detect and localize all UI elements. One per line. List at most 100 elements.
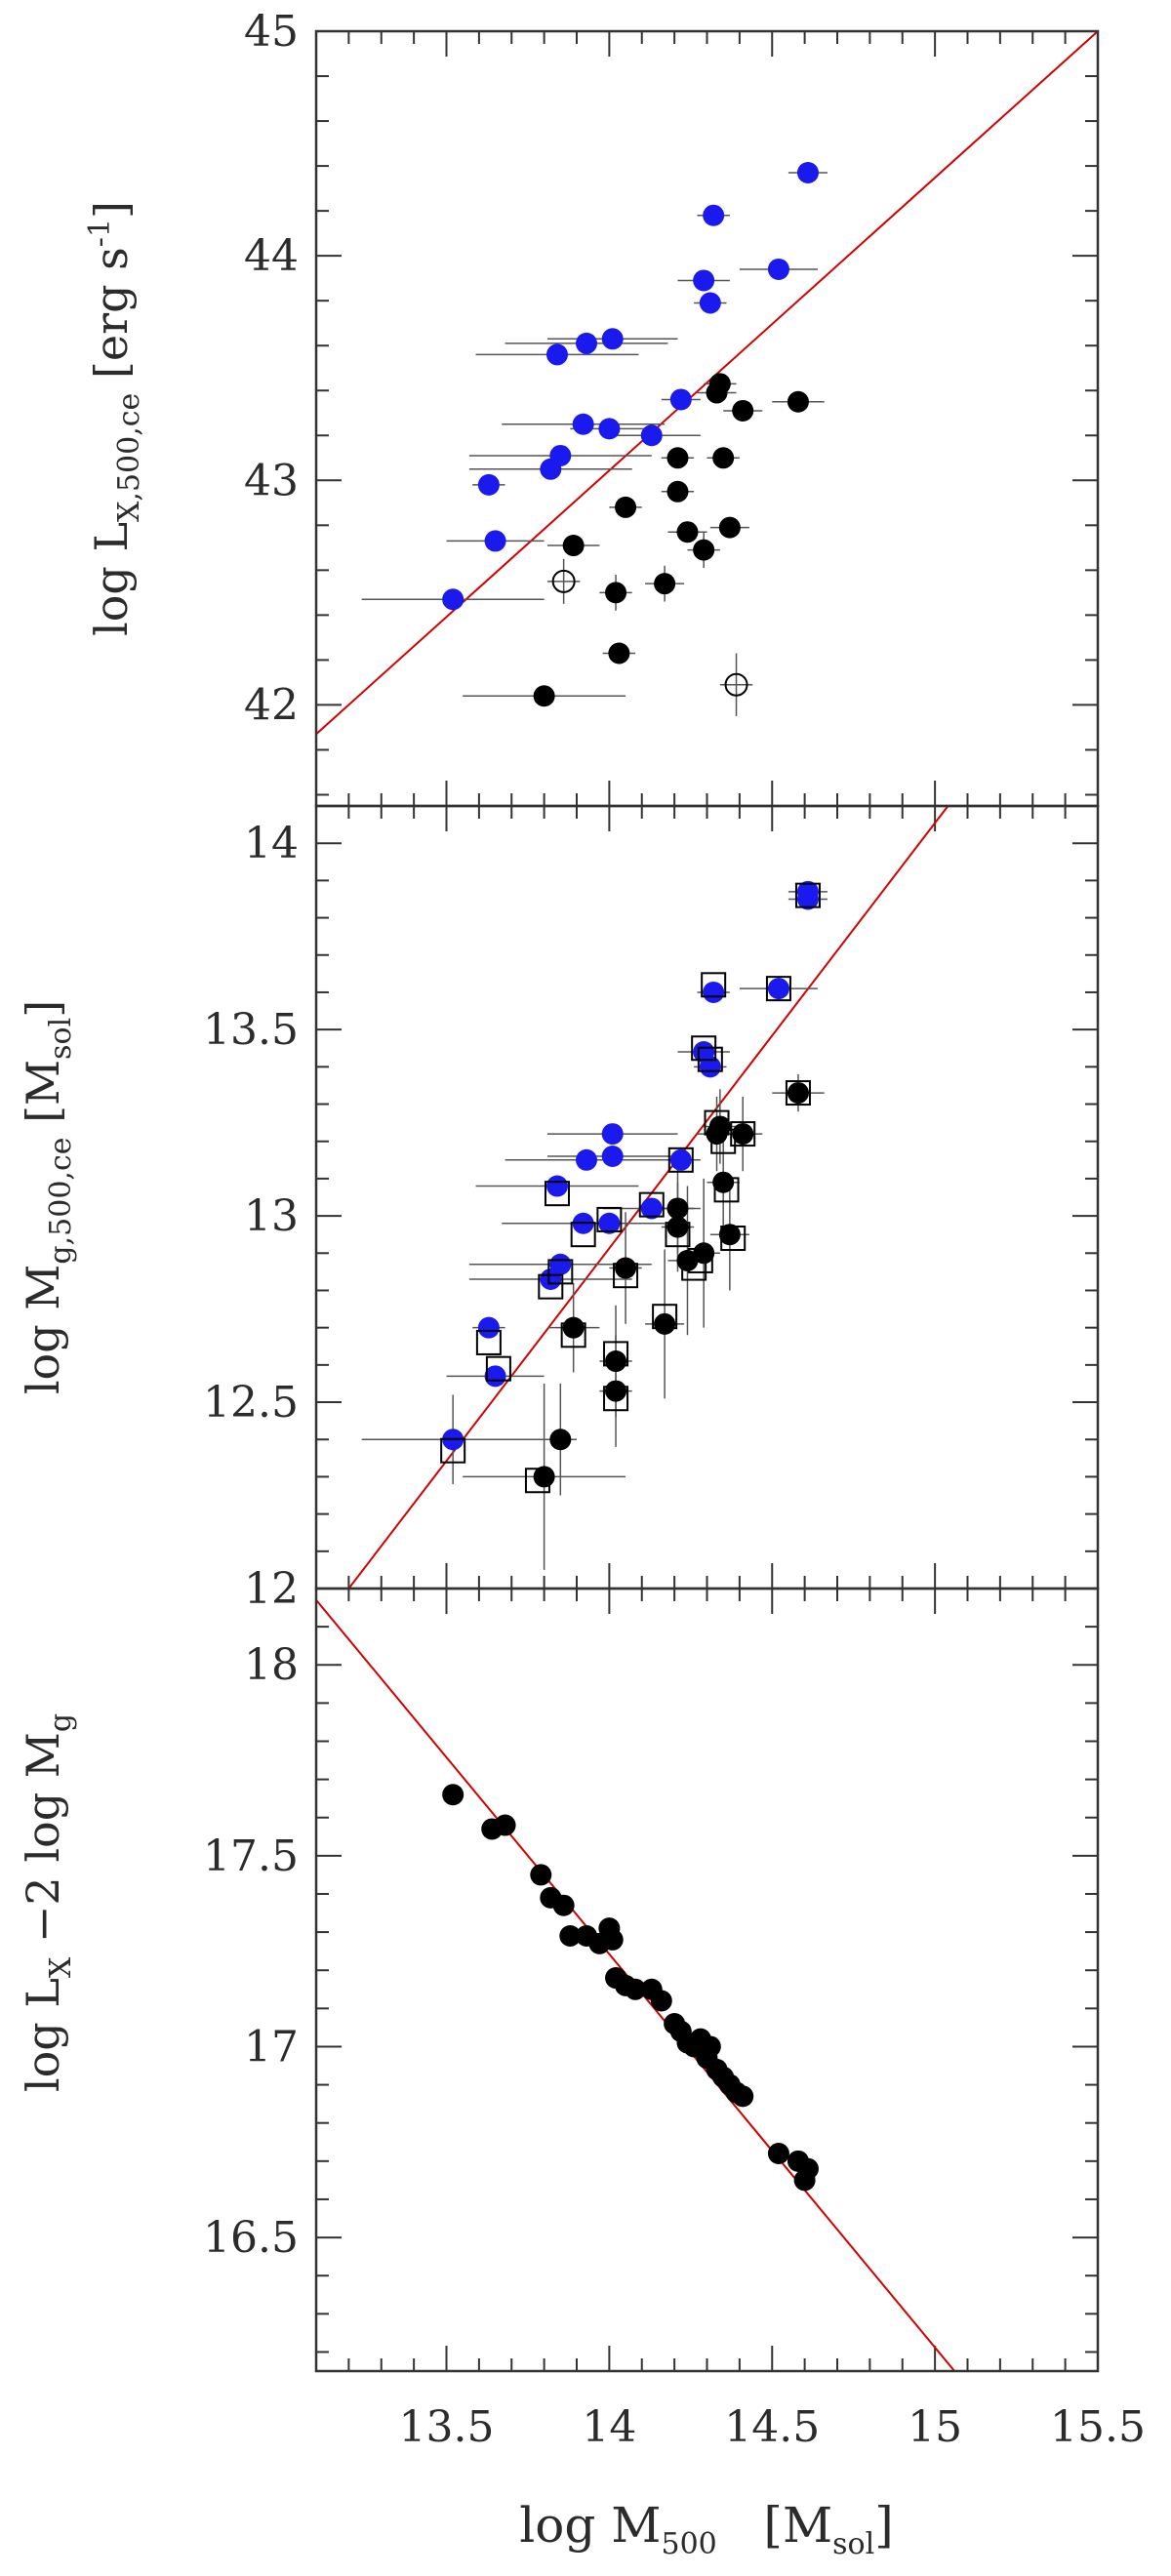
- middle-data-point: [601, 1145, 624, 1167]
- middle-data-point: [708, 1115, 731, 1138]
- top-y-tick-label: 45: [244, 7, 299, 57]
- middle-data-point-square: [687, 1247, 713, 1273]
- top-data-point: [615, 496, 637, 518]
- top-data-point-open: [724, 672, 748, 697]
- middle-data-point-square: [667, 1147, 694, 1173]
- middle-data-point-square: [794, 882, 821, 908]
- bottom-data-point: [650, 1990, 672, 2012]
- middle-data-point: [718, 1224, 741, 1246]
- middle-panel-frame: [314, 804, 1100, 1590]
- middle-data-point-square: [603, 1386, 629, 1412]
- top-data-point: [442, 588, 464, 611]
- bottom-y-tick-label: 17: [244, 2022, 299, 2072]
- x-tick-label: 13.5: [399, 2402, 495, 2452]
- top-fit-line: [316, 31, 1098, 736]
- middle-y-tick-label: 12: [244, 1564, 299, 1614]
- bottom-y-tick-label: 17.5: [203, 1831, 299, 1881]
- middle-data-point-square: [596, 1206, 623, 1232]
- x-axis-label: log M500 [Msol]: [519, 2497, 893, 2561]
- middle-data-point-square: [681, 1255, 707, 1281]
- bottom-panel-frame: [314, 1587, 1100, 2373]
- bottom-data-point: [530, 1864, 552, 1886]
- x-tick-label: 14: [582, 2402, 636, 2452]
- top-data-point: [699, 292, 721, 314]
- middle-data-point: [605, 1350, 627, 1373]
- middle-y-axis-label: log Mg,500,ce [Msol]: [17, 1000, 78, 1394]
- middle-data-point: [666, 1216, 689, 1238]
- middle-data-point: [601, 1123, 624, 1146]
- top-y-tick-label: 44: [244, 231, 299, 281]
- middle-data-point-square: [701, 972, 727, 998]
- middle-data-point-square: [613, 1263, 639, 1289]
- middle-y-tick-label: 13.5: [203, 1005, 299, 1055]
- top-data-point: [796, 161, 819, 183]
- top-data-point: [576, 332, 598, 354]
- bottom-y-tick-label: 18: [244, 1640, 299, 1690]
- top-data-point: [549, 444, 572, 466]
- middle-fit-line: [347, 806, 949, 1589]
- top-data-point: [605, 582, 627, 604]
- bottom-data-point: [442, 1784, 464, 1806]
- top-data-point: [572, 413, 594, 435]
- top-data-point: [732, 399, 754, 422]
- middle-data-point-square: [765, 976, 791, 1002]
- middle-data-point: [767, 978, 789, 1000]
- middle-data-point-square: [538, 1273, 564, 1300]
- top-data-point: [703, 204, 725, 226]
- top-data-point-open: [551, 569, 576, 593]
- top-data-point: [767, 258, 789, 280]
- bottom-data-point: [699, 2035, 721, 2058]
- top-data-point: [666, 447, 689, 469]
- bottom-data-point: [625, 1978, 647, 2000]
- x-tick-label: 15: [908, 2402, 962, 2452]
- top-data-point: [669, 388, 692, 411]
- top-data-point: [640, 424, 663, 447]
- middle-data-point-square: [475, 1329, 502, 1355]
- top-data-point: [533, 685, 555, 707]
- top-data-point: [693, 269, 715, 292]
- middle-data-point: [545, 1175, 568, 1197]
- bottom-data-point: [796, 2157, 819, 2180]
- middle-data-point: [693, 1242, 715, 1265]
- middle-data-point: [732, 1123, 754, 1146]
- middle-data-point-square: [730, 1121, 756, 1147]
- top-data-point: [712, 447, 735, 469]
- top-data-point: [484, 530, 506, 552]
- plot-layer: 42 43 44 45 12 12.5 13 13.5 14 16.5 17 17.5 18 13.5 14…: [203, 7, 1146, 2452]
- middle-y-tick-label: 12.5: [203, 1378, 299, 1428]
- middle-data-point: [699, 1056, 721, 1078]
- top-data-point: [562, 535, 585, 557]
- middle-data-point: [598, 1212, 621, 1234]
- top-data-point: [666, 480, 689, 503]
- top-data-point: [545, 343, 568, 366]
- middle-data-point: [787, 1082, 809, 1105]
- middle-data-point-square: [638, 1191, 665, 1218]
- bottom-data-point: [494, 1814, 516, 1836]
- middle-data-point-square: [665, 1222, 691, 1248]
- middle-data-point-square: [710, 1128, 737, 1154]
- middle-data-point: [484, 1365, 506, 1388]
- bottom-data-point: [559, 1925, 582, 1948]
- bottom-data-point: [601, 1928, 624, 1951]
- middle-y-tick-label: 13: [244, 1191, 299, 1241]
- middle-data-point: [549, 1429, 572, 1451]
- bottom-y-tick-label: 16.5: [203, 2213, 299, 2263]
- middle-data-point-square: [560, 1322, 586, 1348]
- bottom-data-point: [552, 1894, 575, 1916]
- middle-data-point-square: [785, 1080, 811, 1107]
- middle-data-point-square: [697, 1046, 723, 1072]
- middle-data-point-square: [570, 1222, 596, 1248]
- middle-data-point-square: [544, 1181, 570, 1207]
- top-data-point: [718, 516, 741, 539]
- middle-data-point: [654, 1312, 676, 1335]
- top-y-tick-label: 43: [244, 456, 299, 505]
- middle-data-point: [549, 1253, 572, 1275]
- middle-data-point-square: [704, 1109, 730, 1136]
- middle-data-point: [562, 1316, 585, 1339]
- middle-data-point: [615, 1257, 637, 1279]
- top-data-point: [601, 328, 624, 350]
- top-y-axis-label: log LX,500,ce [erg s-1]: [83, 201, 146, 636]
- middle-data-point-square: [440, 1437, 466, 1464]
- middle-data-point-square: [713, 1177, 740, 1203]
